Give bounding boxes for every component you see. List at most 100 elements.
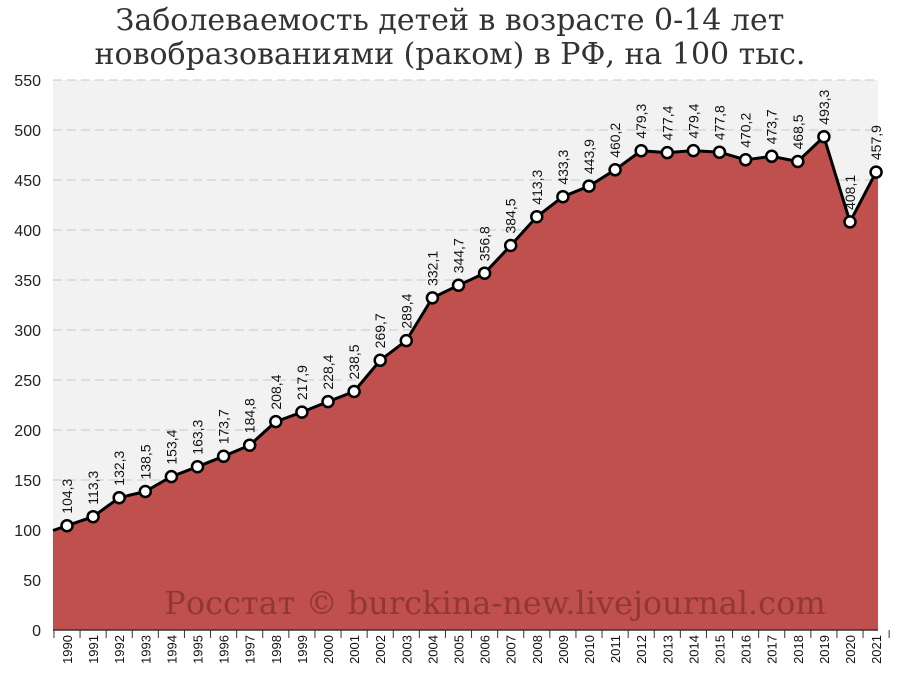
data-point [60,518,74,533]
x-tick-label: 2018 [791,635,806,664]
y-tick-label: 450 [14,173,41,190]
data-point [608,163,622,177]
y-tick-label: 500 [14,123,41,140]
watermark-text: Росстат © burckina-new.livejournal.com [164,584,825,622]
data-label: 113,3 [85,470,101,504]
data-point [321,394,335,409]
x-tick-label: 2002 [373,635,388,664]
data-label: 344,7 [451,238,467,273]
data-point [817,129,831,144]
data-point [791,154,805,169]
data-label: 473,7 [764,109,780,144]
data-label: 238,5 [346,344,362,379]
data-label: 413,3 [529,169,545,204]
data-point [138,484,153,499]
data-label: 408,1 [842,175,858,210]
data-label: 356,8 [477,226,493,261]
data-point [530,209,544,224]
data-label: 163,3 [190,419,206,454]
data-point [269,414,283,429]
data-point [242,438,257,452]
data-label: 132,3 [111,450,127,485]
x-tick-label: 2008 [530,635,545,664]
data-label: 228,4 [320,354,336,389]
y-tick-label: 300 [14,323,41,340]
data-point [425,291,440,305]
data-point [164,469,179,484]
x-tick-label: 1996 [217,635,232,664]
area-fill [53,136,878,630]
data-label: 477,4 [659,105,675,140]
x-tick-label: 2006 [478,635,493,664]
x-tick-label: 1997 [243,635,258,664]
y-tick-label: 150 [14,473,41,490]
x-tick-label: 2021 [869,635,884,664]
y-tick-label: 100 [14,523,41,540]
data-point [660,145,675,160]
data-point [295,405,309,419]
data-label: 468,5 [790,114,806,149]
x-tick-label: 1992 [112,635,127,664]
data-label: 460,2 [607,123,623,158]
x-tick-label: 2011 [608,635,623,663]
x-tick-label: 2017 [765,635,780,664]
data-point [869,165,883,179]
series-line [52,135,880,532]
x-tick-label: 2009 [556,635,571,664]
data-label: 433,3 [555,149,571,184]
data-point [399,333,414,348]
x-tick-label: 2010 [582,635,597,664]
x-tick-label: 2016 [739,635,754,664]
data-point [86,509,100,524]
data-label: 443,9 [581,139,597,174]
data-label: 104,3 [59,478,75,513]
data-point [216,449,231,464]
x-tick-label: 2003 [399,635,414,664]
data-label: 184,8 [242,398,258,433]
data-label: 477,8 [712,105,728,140]
data-label: 217,9 [294,365,310,400]
x-tick-label: 2005 [452,635,467,664]
data-point [686,143,701,158]
data-point [373,353,387,368]
x-tick-label: 2013 [660,635,675,664]
x-tick-label: 2015 [713,635,728,664]
data-label: 493,3 [816,89,832,124]
data-point [738,153,753,167]
data-point [347,384,361,399]
data-point [556,189,570,204]
data-label: 384,5 [503,198,519,233]
data-label: 208,4 [268,374,284,409]
x-tick-label: 1990 [60,635,75,664]
data-point [451,278,466,293]
y-tick-label: 350 [14,273,41,290]
chart-title-line-2: новобразованиями (раком) в РФ, на 100 ты… [94,37,806,72]
x-tick-label: 2001 [347,635,362,664]
data-point [112,490,126,505]
data-label: 470,2 [738,113,754,148]
chart-title: Заболеваемость детей в возрасте 0-14 лет… [0,4,900,72]
data-label: 173,7 [216,409,232,444]
data-point [634,143,648,158]
data-label: 457,9 [868,125,884,160]
data-point [477,266,492,280]
x-tick-label: 2012 [634,635,649,664]
y-tick-label: 50 [23,573,41,590]
x-tick-label: 1995 [191,635,206,664]
y-tick-label: 550 [14,73,41,90]
y-tick-label: 400 [14,223,41,240]
data-point [764,149,779,164]
x-tick-label: 1994 [164,635,179,664]
data-label: 138,5 [137,444,153,479]
y-tick-label: 250 [14,373,41,390]
x-tick-label: 2000 [321,635,336,664]
x-tick-label: 1993 [138,635,153,664]
data-label: 153,4 [163,429,179,464]
x-tick-label: 2014 [686,635,701,664]
x-tick-label: 2019 [817,635,832,664]
data-label: 332,1 [424,251,440,286]
x-tick-label: 2020 [843,635,858,664]
data-label: 289,4 [398,293,414,328]
